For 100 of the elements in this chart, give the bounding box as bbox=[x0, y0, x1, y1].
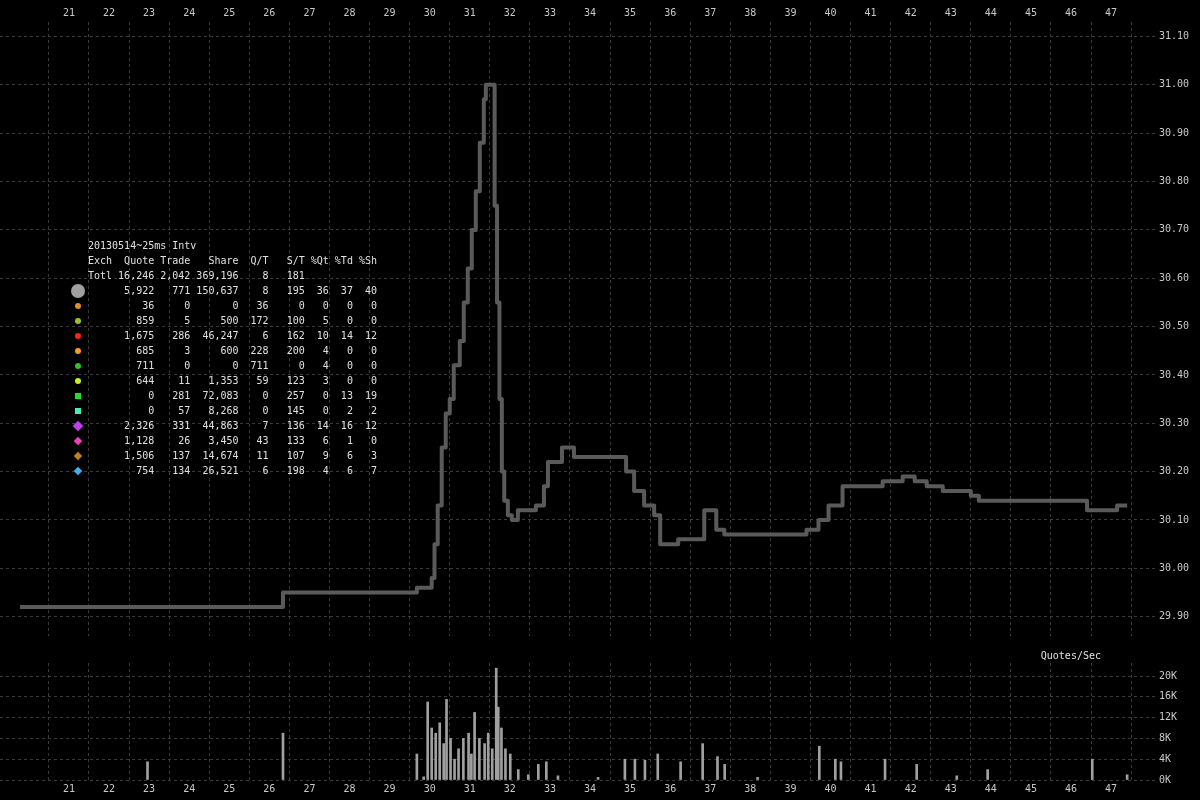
y-tick-label: 16K bbox=[1159, 690, 1178, 702]
y-tick-label: 31.00 bbox=[1159, 78, 1190, 90]
x-tick-label: 39 bbox=[784, 782, 797, 794]
bar bbox=[679, 761, 682, 780]
x-tick-label: 37 bbox=[704, 6, 717, 18]
x-tick-label: 35 bbox=[624, 6, 637, 18]
x-tick-label: 29 bbox=[383, 6, 396, 18]
y-tick-label: 30.70 bbox=[1159, 223, 1190, 235]
bar bbox=[817, 745, 821, 780]
x-tick-label: 47 bbox=[1105, 782, 1118, 794]
x-tick-label: 31 bbox=[463, 6, 476, 18]
annotation: 20130514~25ms Intv bbox=[88, 239, 198, 253]
x-tick-label: 41 bbox=[864, 6, 877, 18]
bar bbox=[915, 764, 919, 780]
annotation: 711 0 0 711 0 4 0 0 bbox=[135, 359, 377, 373]
bar bbox=[701, 743, 704, 780]
x-tick-label: 23 bbox=[143, 782, 156, 794]
x-tick-label: 45 bbox=[1024, 782, 1037, 794]
x-tick-label: 36 bbox=[664, 6, 677, 18]
bar bbox=[426, 701, 430, 780]
x-tick-label: 38 bbox=[744, 782, 757, 794]
bar bbox=[545, 761, 548, 780]
annotation: 685 3 600 228 200 4 0 0 bbox=[135, 344, 377, 358]
y-tick-label: 31.10 bbox=[1159, 30, 1190, 42]
bar bbox=[467, 732, 470, 780]
annotation: 1,128 26 3,450 43 133 6 1 0 bbox=[123, 434, 377, 448]
x-tick-label: 44 bbox=[984, 6, 997, 18]
y-tick-label: 30.40 bbox=[1159, 368, 1190, 380]
annotation: 5,922 771 150,637 8 195 36 37 40 bbox=[123, 284, 377, 298]
x-tick-label: 42 bbox=[904, 6, 917, 18]
x-tick-label: 28 bbox=[343, 782, 356, 794]
y-tick-label: 30.60 bbox=[1159, 271, 1190, 283]
x-tick-label: 32 bbox=[503, 6, 516, 18]
y-tick-label: 4K bbox=[1159, 752, 1172, 764]
x-tick-label: 42 bbox=[904, 782, 917, 794]
x-tick-label: 32 bbox=[503, 782, 516, 794]
bar bbox=[526, 774, 530, 780]
bar bbox=[723, 764, 727, 780]
bar bbox=[656, 753, 660, 780]
x-tick-label: 30 bbox=[423, 6, 436, 18]
bar bbox=[716, 756, 719, 780]
y-tick-label: 0K bbox=[1159, 773, 1172, 785]
bar bbox=[445, 699, 448, 780]
x-tick-label: 24 bbox=[183, 782, 196, 794]
bar bbox=[486, 732, 490, 780]
y-tick-label: 12K bbox=[1159, 711, 1178, 723]
bar bbox=[146, 761, 149, 780]
x-tick-label: 40 bbox=[824, 782, 837, 794]
bar bbox=[834, 758, 837, 780]
x-tick-label: 46 bbox=[1065, 6, 1078, 18]
bar bbox=[473, 712, 476, 780]
annotation: Totl 16,246 2,042 369,196 8 181 bbox=[88, 269, 306, 283]
x-tick-label: 43 bbox=[944, 782, 957, 794]
x-tick-label: 22 bbox=[103, 6, 116, 18]
x-tick-label: 39 bbox=[784, 6, 797, 18]
x-tick-label: 38 bbox=[744, 6, 757, 18]
annotation: Exch Quote Trade Share Q/T S/T %Qt %Td %Sh bbox=[88, 254, 377, 268]
annotation: 859 5 500 172 100 5 0 0 bbox=[135, 314, 377, 328]
annotation: 2,326 331 44,863 7 136 14 16 12 bbox=[123, 419, 377, 433]
x-tick-label: 33 bbox=[543, 782, 556, 794]
x-tick-label: 36 bbox=[664, 782, 677, 794]
x-tick-label: 26 bbox=[263, 782, 276, 794]
y-tick-label: 8K bbox=[1159, 731, 1172, 743]
y-tick-label: 30.80 bbox=[1159, 175, 1190, 187]
y-tick-label: 30.00 bbox=[1159, 561, 1190, 573]
annotation: 644 11 1,353 59 123 3 0 0 bbox=[135, 374, 377, 388]
x-tick-label: 21 bbox=[62, 782, 75, 794]
x-tick-label: 27 bbox=[303, 6, 316, 18]
x-tick-label: 35 bbox=[624, 782, 637, 794]
x-tick-label: 43 bbox=[944, 6, 957, 18]
x-tick-label: 45 bbox=[1024, 6, 1037, 18]
bar bbox=[516, 769, 520, 780]
x-tick-label: 26 bbox=[263, 6, 276, 18]
x-tick-label: 23 bbox=[143, 6, 156, 18]
bar bbox=[536, 764, 540, 780]
bar bbox=[955, 775, 959, 780]
x-tick-label: 44 bbox=[984, 782, 997, 794]
bar bbox=[457, 748, 460, 780]
bar bbox=[438, 722, 442, 780]
x-tick-label: 28 bbox=[343, 6, 356, 18]
annotation: 0 57 8,268 0 145 0 2 2 bbox=[147, 404, 377, 418]
x-tick-label: 46 bbox=[1065, 782, 1078, 794]
annotation: 1,675 286 46,247 6 162 10 14 12 bbox=[123, 329, 377, 343]
bar bbox=[462, 738, 465, 780]
bar bbox=[508, 753, 512, 780]
y-tick-label: 30.90 bbox=[1159, 126, 1190, 138]
x-tick-label: 30 bbox=[423, 782, 436, 794]
bar bbox=[986, 769, 989, 780]
annotation: 36 0 0 36 0 0 0 0 bbox=[141, 299, 377, 313]
y-tick-label: 30.10 bbox=[1159, 513, 1190, 525]
y-tick-label: 30.20 bbox=[1159, 465, 1190, 477]
y-tick-label: 29.90 bbox=[1159, 610, 1190, 622]
x-tick-label: 21 bbox=[62, 6, 75, 18]
x-tick-label: 37 bbox=[704, 782, 717, 794]
bar bbox=[756, 777, 759, 780]
x-tick-label: 34 bbox=[584, 782, 597, 794]
bar bbox=[478, 738, 481, 780]
x-tick-label: 41 bbox=[864, 782, 877, 794]
annotation: 754 134 26,521 6 198 4 6 7 bbox=[135, 464, 377, 478]
x-tick-label: 29 bbox=[383, 782, 396, 794]
